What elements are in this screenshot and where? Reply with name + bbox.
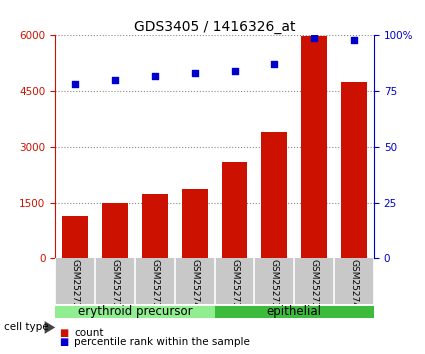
Bar bbox=[301, 36, 327, 258]
Bar bbox=[215, 306, 374, 318]
Bar bbox=[261, 132, 287, 258]
Point bbox=[271, 62, 278, 67]
Text: GSM252734: GSM252734 bbox=[71, 259, 79, 314]
Bar bbox=[182, 189, 208, 258]
Text: GSM252736: GSM252736 bbox=[110, 259, 119, 314]
Bar bbox=[142, 194, 168, 258]
Text: ■: ■ bbox=[60, 329, 69, 338]
Text: erythroid precursor: erythroid precursor bbox=[78, 305, 192, 318]
Text: percentile rank within the sample: percentile rank within the sample bbox=[74, 337, 250, 347]
Point bbox=[311, 35, 317, 40]
Text: GSM252737: GSM252737 bbox=[270, 259, 279, 314]
Bar bbox=[221, 162, 247, 258]
Text: cell type: cell type bbox=[4, 322, 49, 332]
Point bbox=[151, 73, 158, 78]
Point bbox=[351, 37, 357, 43]
Title: GDS3405 / 1416326_at: GDS3405 / 1416326_at bbox=[134, 21, 295, 34]
Point bbox=[191, 70, 198, 76]
Bar bbox=[62, 216, 88, 258]
Text: epithelial: epithelial bbox=[267, 305, 322, 318]
Point bbox=[231, 68, 238, 74]
Text: GSM252741: GSM252741 bbox=[350, 259, 359, 314]
Text: GSM252740: GSM252740 bbox=[190, 259, 199, 314]
Bar bbox=[341, 82, 367, 258]
Text: GSM252739: GSM252739 bbox=[310, 259, 319, 314]
Point bbox=[112, 77, 119, 83]
Bar bbox=[102, 204, 128, 258]
Text: GSM252735: GSM252735 bbox=[230, 259, 239, 314]
Text: ■: ■ bbox=[60, 337, 69, 347]
Point bbox=[72, 82, 79, 87]
Bar bbox=[55, 306, 215, 318]
Text: count: count bbox=[74, 329, 104, 338]
Text: GSM252738: GSM252738 bbox=[150, 259, 159, 314]
